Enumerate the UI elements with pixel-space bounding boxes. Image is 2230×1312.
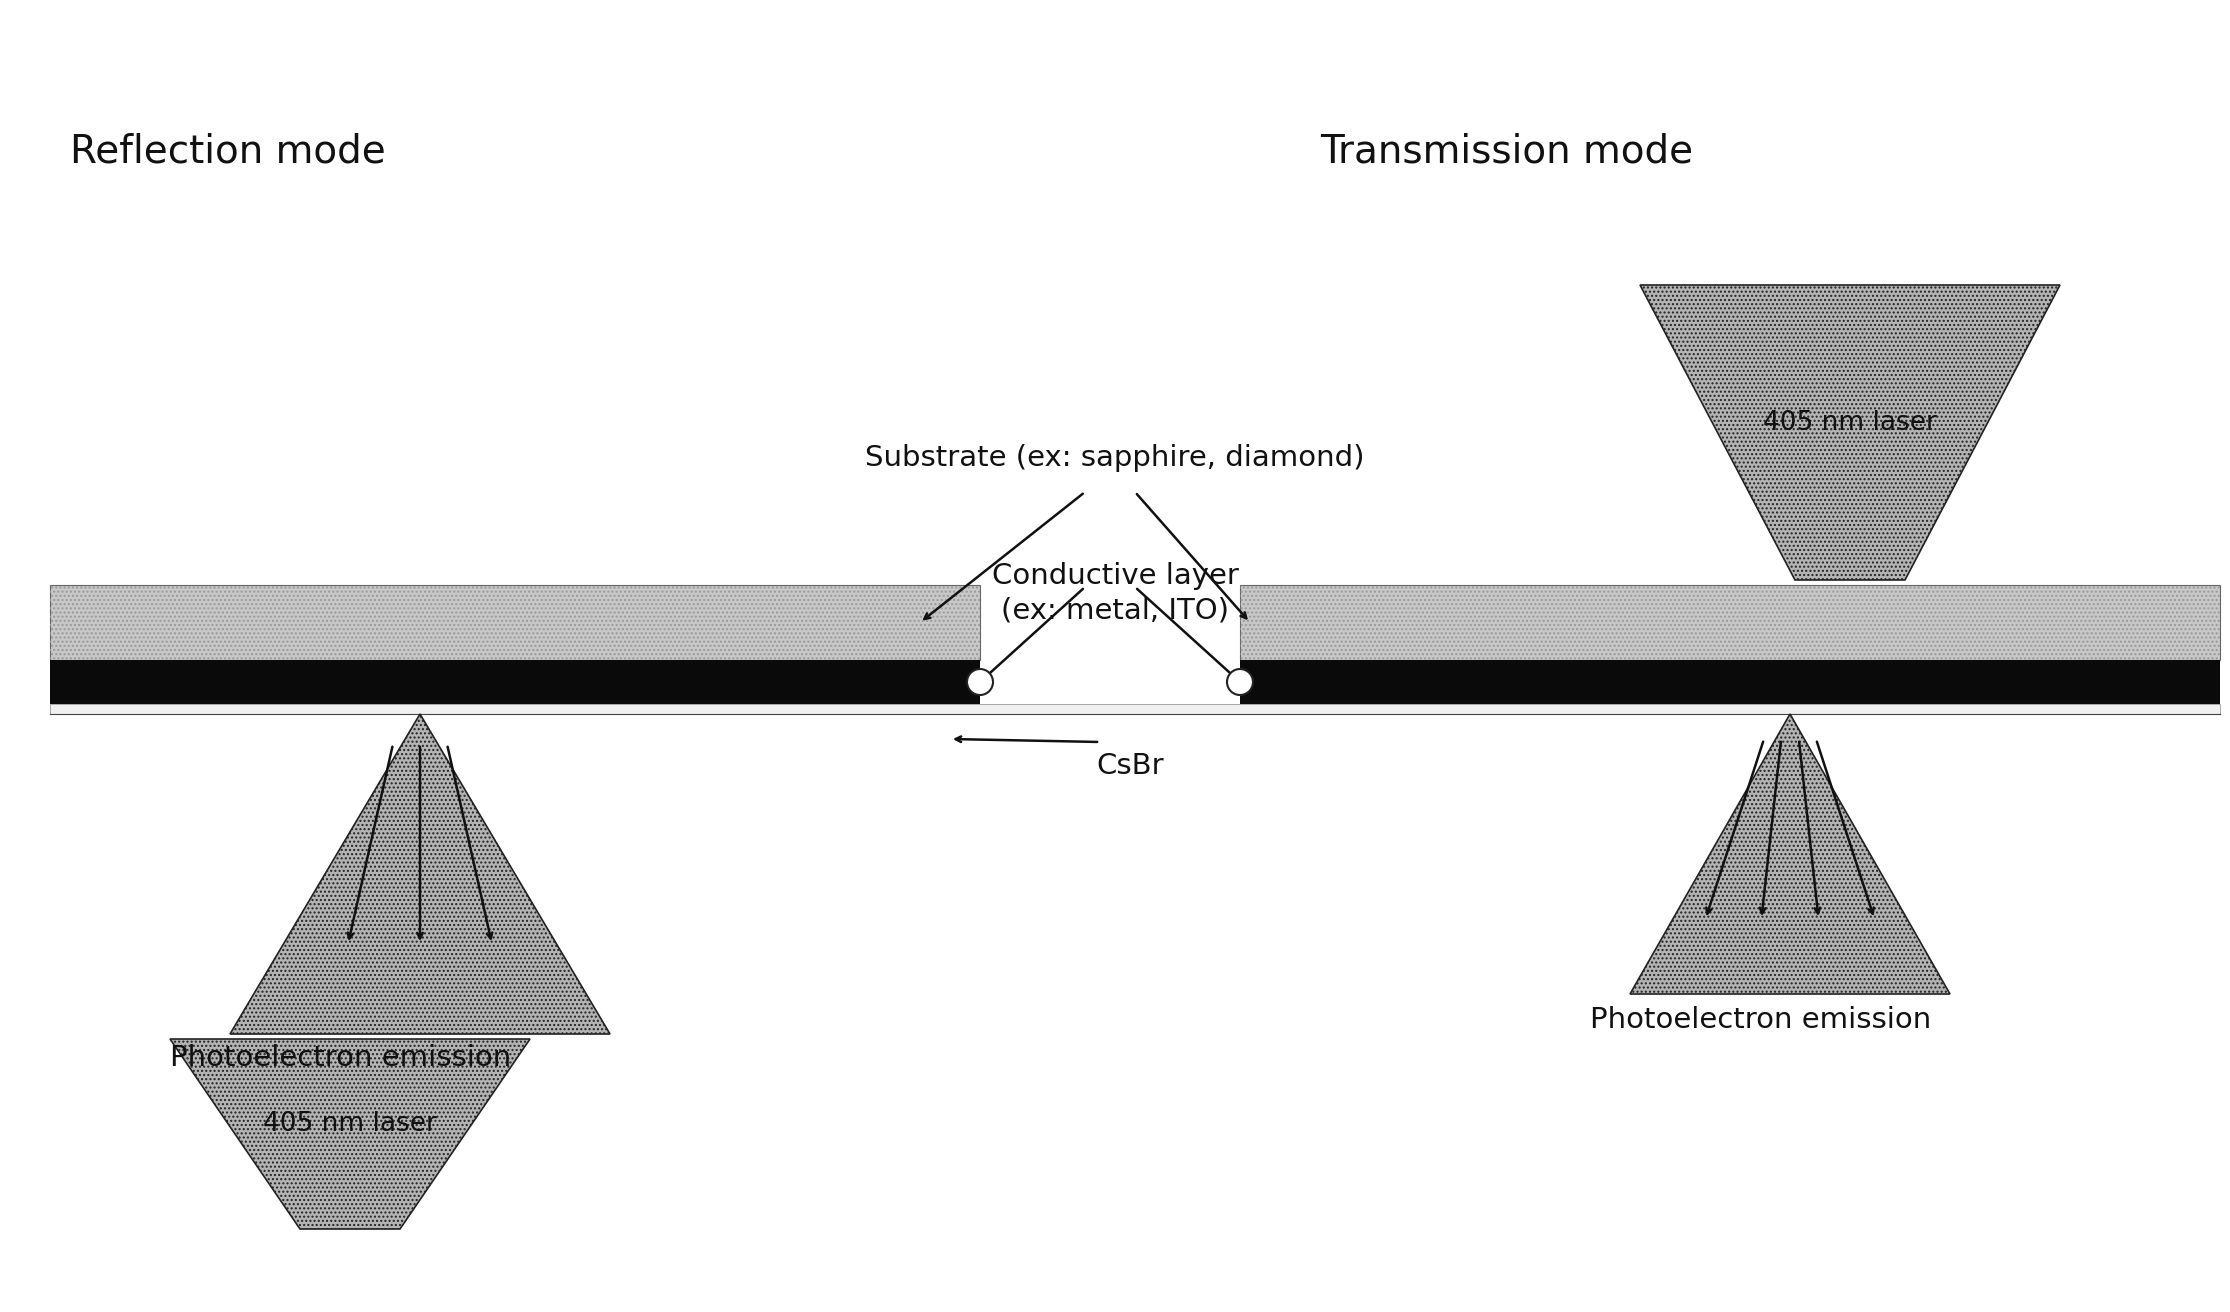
Bar [49, 585, 979, 660]
Text: Photoelectron emission: Photoelectron emission [1590, 1006, 1931, 1034]
Circle shape [1226, 669, 1253, 695]
Bar [49, 585, 979, 660]
Bar [1240, 660, 2221, 705]
Bar [1240, 585, 2221, 660]
Text: Substrate (ex: sapphire, diamond): Substrate (ex: sapphire, diamond) [865, 443, 1365, 472]
Text: 405 nm laser: 405 nm laser [263, 1111, 437, 1138]
Text: Reflection mode: Reflection mode [69, 133, 386, 171]
Bar [49, 705, 2221, 714]
Bar [1240, 585, 2221, 660]
Text: Photoelectron emission: Photoelectron emission [169, 1044, 511, 1072]
Text: 405 nm laser: 405 nm laser [1764, 409, 1938, 436]
Polygon shape [1639, 285, 2061, 580]
Bar [49, 660, 979, 705]
Polygon shape [169, 1039, 531, 1229]
Polygon shape [230, 714, 611, 1034]
Text: CsBr: CsBr [1097, 752, 1164, 781]
Text: Transmission mode: Transmission mode [1320, 133, 1693, 171]
Text: Conductive layer
(ex: metal, ITO): Conductive layer (ex: metal, ITO) [992, 562, 1238, 625]
Polygon shape [1630, 714, 1949, 994]
Circle shape [968, 669, 992, 695]
